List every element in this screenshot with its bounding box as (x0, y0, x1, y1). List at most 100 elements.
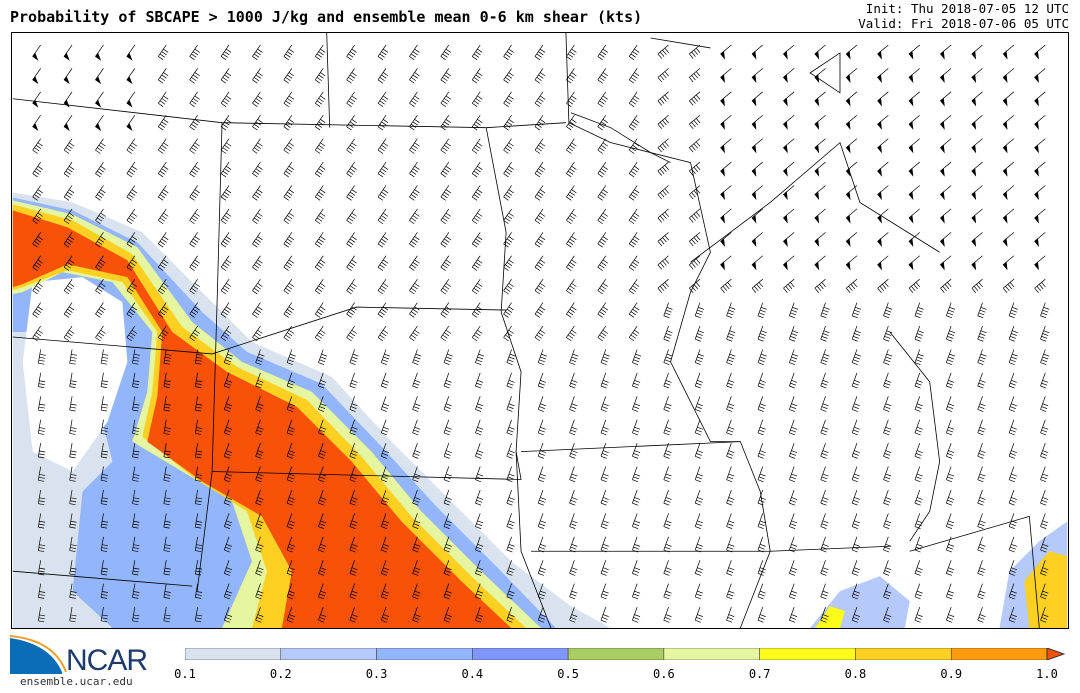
wind-barb (600, 536, 609, 553)
wind-barb (318, 372, 327, 389)
wind-barb (1040, 396, 1049, 412)
wind-barb (126, 115, 136, 132)
wind-barb (380, 419, 390, 436)
wind-barb (814, 91, 826, 107)
wind-barb (252, 68, 263, 84)
wind-barb (814, 208, 826, 224)
wind-barb (63, 185, 75, 201)
wind-barb (914, 302, 924, 319)
wind-barb (194, 489, 203, 506)
wind-barb (471, 325, 483, 342)
wind-barb (814, 68, 826, 84)
wind-barb (851, 583, 860, 600)
wind-barb (628, 161, 640, 178)
wind-barb (380, 466, 390, 483)
wind-barb (318, 489, 327, 506)
wind-barb (443, 489, 452, 506)
wind-barb (314, 255, 326, 271)
wind-barb (977, 372, 986, 389)
wind-barb (440, 302, 451, 318)
wind-barb (597, 302, 608, 318)
wind-barb (845, 232, 858, 248)
wind-barb (132, 536, 140, 552)
wind-barb (820, 489, 829, 506)
wind-barb (757, 536, 766, 553)
wind-barb (663, 560, 672, 576)
wind-barb (95, 302, 106, 318)
wind-barb (600, 372, 609, 389)
wind-barb (971, 44, 983, 60)
wind-barb (537, 489, 547, 506)
wind-barb (32, 44, 41, 61)
wind-barb (32, 208, 43, 225)
wind-barb (914, 443, 923, 459)
wind-barb (851, 466, 860, 483)
wind-barb (600, 560, 609, 576)
wind-barb (252, 302, 263, 318)
wind-barb (914, 513, 923, 529)
wind-barb (1040, 443, 1049, 459)
wind-barb (971, 255, 983, 271)
wind-barb (1002, 232, 1015, 248)
wind-barb (569, 349, 579, 366)
wind-barb (726, 443, 735, 459)
wind-barb (283, 115, 295, 131)
wind-barb (440, 115, 451, 131)
wind-barb (814, 278, 826, 293)
wind-barb (163, 513, 171, 529)
wind-barb (100, 607, 109, 623)
wind-barb (409, 255, 420, 271)
ncar-url[interactable]: ensemble.ucar.edu (20, 675, 133, 688)
wind-barb (851, 489, 860, 506)
wind-barb (628, 232, 640, 248)
wind-barb (194, 466, 203, 482)
wind-barb (349, 396, 358, 412)
wind-barb (597, 161, 608, 178)
wind-barb (252, 161, 263, 178)
wind-barb (157, 325, 169, 342)
wind-barb (751, 91, 763, 107)
wind-barb (877, 44, 889, 60)
wind-barb (440, 255, 451, 271)
wind-barb (782, 68, 795, 84)
wind-barb (314, 208, 326, 225)
wind-barb (814, 114, 826, 130)
wind-barb (252, 325, 263, 342)
wind-barb (377, 115, 389, 131)
wind-barb (157, 91, 169, 107)
prob-south-core (815, 606, 845, 628)
wind-barb (132, 466, 140, 482)
wind-barb (220, 325, 232, 342)
wind-barb (689, 208, 701, 223)
wind-barb (286, 372, 295, 389)
wind-barb (663, 536, 672, 553)
wind-barb (537, 606, 547, 623)
wind-barb (349, 466, 358, 483)
wind-barb (157, 185, 169, 201)
wind-barb (657, 91, 669, 106)
wind-barb (252, 255, 263, 271)
wind-barb (440, 44, 451, 61)
wind-barb (377, 161, 389, 178)
wind-barb (503, 138, 514, 154)
wind-barb (252, 44, 263, 61)
wind-barb (820, 302, 830, 319)
wind-barb (657, 208, 669, 223)
wind-barb (220, 91, 232, 107)
wind-barb (126, 255, 138, 271)
wind-barb (283, 255, 295, 271)
wind-barb (63, 91, 73, 108)
wind-barb (1002, 138, 1015, 154)
wind-barb (600, 349, 610, 366)
wind-barb (789, 583, 798, 600)
wind-barb (694, 419, 703, 436)
wind-barb (443, 396, 452, 412)
wind-barb (157, 115, 169, 131)
wind-barb (782, 232, 795, 248)
wind-barb (663, 489, 672, 506)
wind-barb (380, 372, 390, 389)
wind-barb (534, 302, 546, 318)
wind-barb (845, 138, 858, 154)
wind-barb (628, 185, 640, 201)
wind-barb (314, 44, 326, 61)
